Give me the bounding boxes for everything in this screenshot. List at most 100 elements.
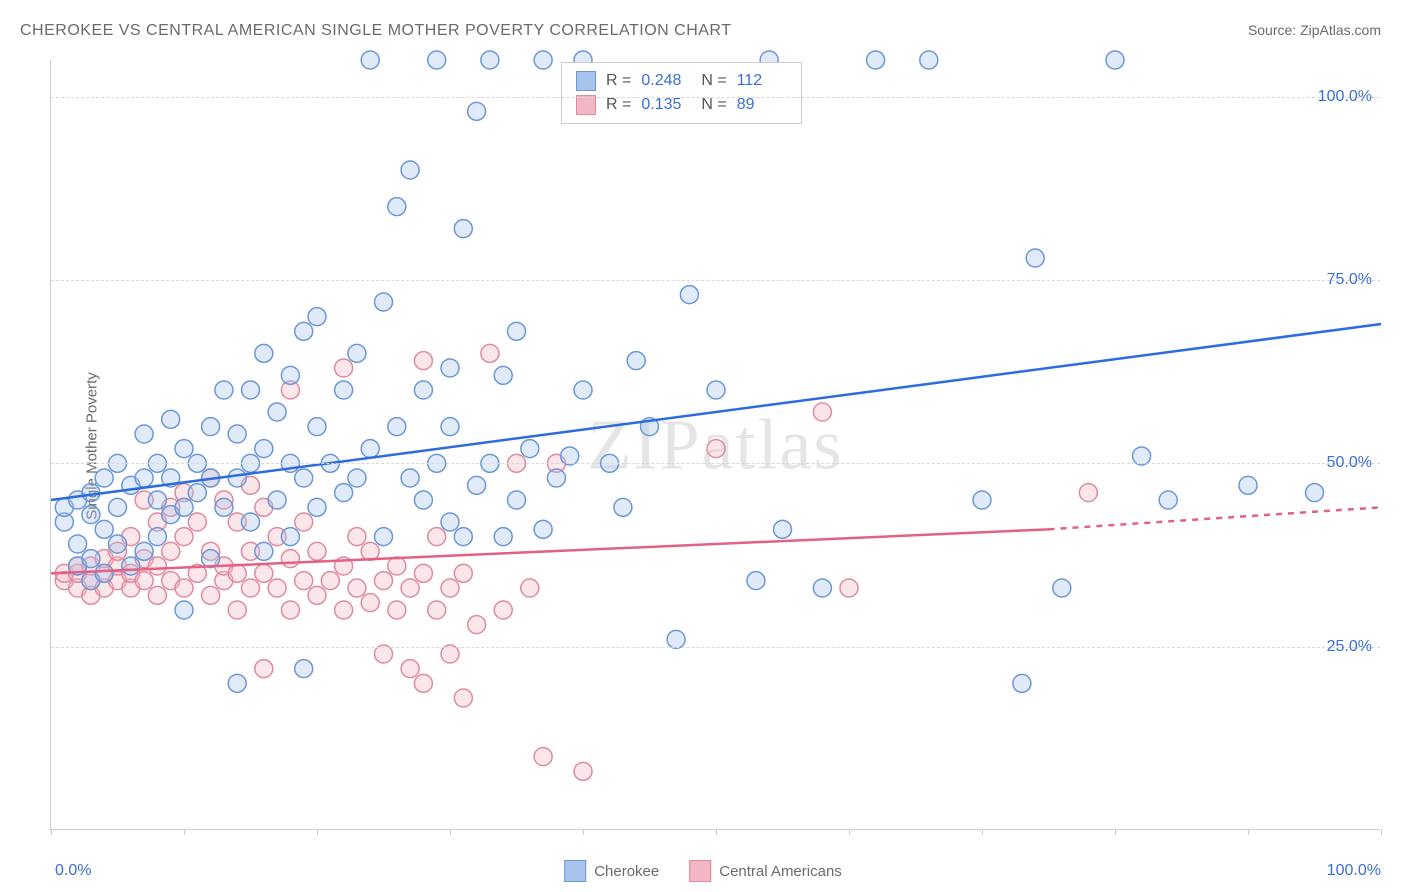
scatter-point — [401, 469, 419, 487]
x-tick — [982, 829, 983, 835]
stats-row-cherokee: R = 0.248 N = 112 — [576, 69, 787, 93]
scatter-point — [348, 579, 366, 597]
scatter-point — [295, 572, 313, 590]
legend-label-central: Central Americans — [719, 863, 842, 880]
scatter-point — [441, 418, 459, 436]
scatter-point — [414, 674, 432, 692]
scatter-point — [95, 520, 113, 538]
scatter-point — [361, 51, 379, 69]
scatter-point — [295, 513, 313, 531]
scatter-point — [1106, 51, 1124, 69]
scatter-point — [428, 528, 446, 546]
legend-label-cherokee: Cherokee — [594, 863, 659, 880]
chart-container: CHEROKEE VS CENTRAL AMERICAN SINGLE MOTH… — [0, 0, 1406, 892]
scatter-point — [228, 469, 246, 487]
x-tick — [1248, 829, 1249, 835]
stats-r-label-1: R = — [606, 72, 631, 90]
scatter-point — [281, 550, 299, 568]
scatter-point — [707, 381, 725, 399]
scatter-point — [215, 381, 233, 399]
scatter-point — [401, 161, 419, 179]
scatter-point — [428, 601, 446, 619]
scatter-point — [255, 564, 273, 582]
scatter-point — [268, 579, 286, 597]
scatter-point — [813, 579, 831, 597]
scatter-point — [148, 528, 166, 546]
stats-swatch-cherokee — [576, 71, 596, 91]
scatter-point — [468, 102, 486, 120]
scatter-point — [388, 557, 406, 575]
scatter-point — [281, 366, 299, 384]
scatter-point — [308, 586, 326, 604]
scatter-point — [162, 410, 180, 428]
scatter-point — [574, 381, 592, 399]
stats-n-label-1: N = — [701, 72, 726, 90]
scatter-point — [1159, 491, 1177, 509]
scatter-point — [667, 630, 685, 648]
scatter-point — [255, 542, 273, 560]
scatter-point — [242, 579, 260, 597]
scatter-point — [867, 51, 885, 69]
scatter-point — [175, 440, 193, 458]
scatter-point — [627, 352, 645, 370]
scatter-point — [481, 344, 499, 362]
scatter-point — [1013, 674, 1031, 692]
scatter-point — [494, 366, 512, 384]
scatter-point — [414, 491, 432, 509]
scatter-point — [1026, 249, 1044, 267]
scatter-point — [82, 506, 100, 524]
scatter-point — [268, 403, 286, 421]
gridline — [51, 97, 1380, 98]
scatter-point — [255, 440, 273, 458]
scatter-point — [375, 293, 393, 311]
scatter-point — [1079, 484, 1097, 502]
scatter-point — [69, 535, 87, 553]
x-tick — [317, 829, 318, 835]
scatter-point — [109, 535, 127, 553]
scatter-point — [534, 51, 552, 69]
scatter-point — [920, 51, 938, 69]
scatter-point — [308, 542, 326, 560]
scatter-point — [1239, 476, 1257, 494]
scatter-point — [707, 440, 725, 458]
source-attribution: Source: ZipAtlas.com — [1248, 22, 1381, 38]
scatter-point — [308, 498, 326, 516]
scatter-point — [148, 557, 166, 575]
scatter-point — [148, 586, 166, 604]
scatter-point — [375, 645, 393, 663]
scatter-point — [228, 674, 246, 692]
scatter-point — [281, 528, 299, 546]
scatter-point — [534, 748, 552, 766]
source-label: Source: — [1248, 22, 1300, 38]
scatter-point — [348, 344, 366, 362]
scatter-point — [680, 286, 698, 304]
scatter-point — [135, 469, 153, 487]
x-axis-label-right: 100.0% — [1327, 862, 1381, 880]
stats-n-val-central: 89 — [737, 96, 787, 114]
legend-item-central: Central Americans — [689, 860, 842, 882]
gridline — [51, 647, 1380, 648]
scatter-point — [348, 469, 366, 487]
scatter-point — [308, 308, 326, 326]
scatter-point — [162, 542, 180, 560]
scatter-point — [494, 528, 512, 546]
scatter-point — [268, 491, 286, 509]
scatter-point — [361, 594, 379, 612]
scatter-point — [335, 381, 353, 399]
scatter-point — [255, 660, 273, 678]
scatter-point — [95, 469, 113, 487]
x-tick — [450, 829, 451, 835]
scatter-point — [468, 616, 486, 634]
scatter-point — [401, 579, 419, 597]
scatter-point — [335, 359, 353, 377]
scatter-point — [175, 579, 193, 597]
scatter-point — [295, 469, 313, 487]
regression-line — [51, 324, 1381, 500]
scatter-point — [242, 513, 260, 531]
bottom-legend: Cherokee Central Americans — [564, 860, 842, 882]
scatter-point — [1306, 484, 1324, 502]
chart-title: CHEROKEE VS CENTRAL AMERICAN SINGLE MOTH… — [20, 22, 731, 40]
x-tick — [583, 829, 584, 835]
scatter-point — [335, 484, 353, 502]
scatter-point — [135, 425, 153, 443]
